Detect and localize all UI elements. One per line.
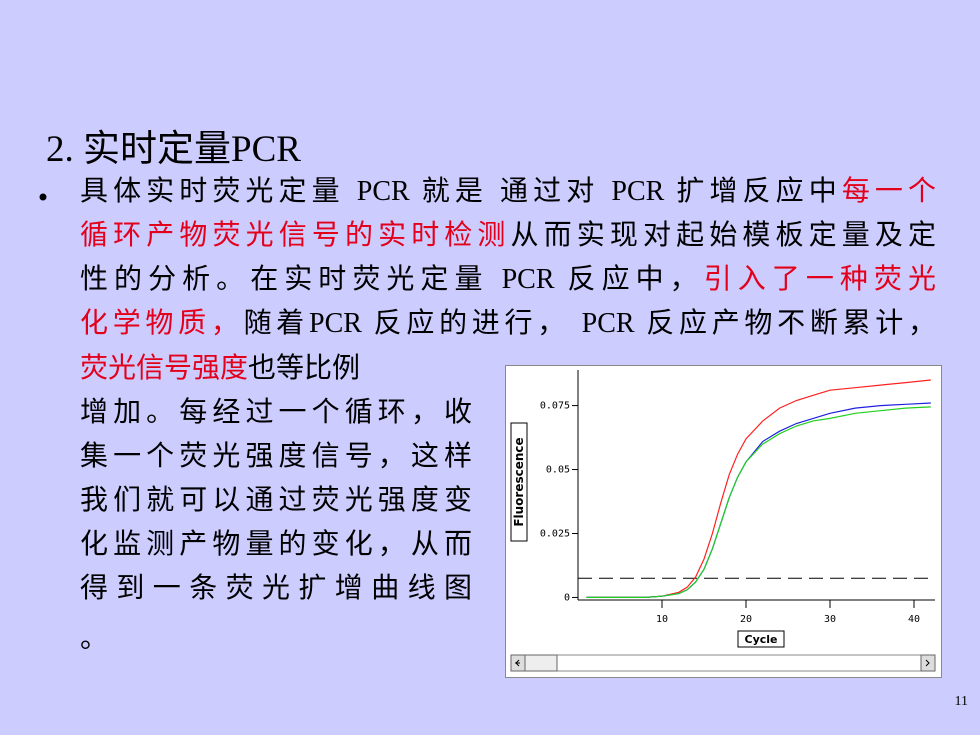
- text-line: 化监测产物量的变化，从而: [80, 528, 472, 562]
- text-line: 集一个荧光强度信号，这样: [80, 440, 472, 474]
- text-line: 我们就可以通过荧光强度变: [80, 484, 472, 518]
- text-line: 得到一条荧光扩增曲线图: [80, 572, 472, 606]
- x-label-box: [737, 630, 785, 648]
- y-tick-label: 0.05: [546, 465, 570, 476]
- text-run: 也等比例: [248, 353, 361, 384]
- text-run: 我们就可以通过荧光强度变: [80, 485, 472, 516]
- text-run: 具体实时荧光定量 PCR 就是 通过对 PCR 扩增反应中: [80, 176, 842, 207]
- series-line: [586, 402, 931, 598]
- text-line: 循环产物荧光信号的实时检测从而实现对起始模板定量及定: [80, 219, 936, 253]
- series-line: [586, 406, 931, 598]
- text-line: 性的分析。在实时荧光定量 PCR 反应中，引入了一种荧光: [80, 263, 936, 297]
- text-run: 从而实现对起始模板定量及定: [510, 220, 936, 251]
- text-line: 荧光信号强度也等比例: [80, 352, 360, 386]
- x-axis-label: Cycle: [745, 633, 778, 646]
- series-line: [586, 379, 931, 598]
- text-run: 随着PCR 反应的进行， PCR 反应产物不断累计，: [243, 308, 936, 339]
- chart: 0 0.025 0.05 0.075 10 20 30 40 Cycle Fluorescence: [505, 365, 942, 678]
- text-run: 增加。每经过一个循环，收: [80, 397, 472, 428]
- emphasis-text: 循环产物荧光信号的实时检测: [80, 220, 511, 251]
- y-axis-label: Fluorescence: [512, 437, 526, 526]
- arrow-left: [515, 659, 520, 667]
- text-run: 性的分析。在实时荧光定量 PCR 反应中，: [80, 264, 704, 295]
- emphasis-text: 化学物质，: [80, 308, 244, 339]
- x-tick-label: 10: [656, 614, 668, 625]
- arrow-right: [925, 659, 930, 667]
- y-tick-label: 0.075: [540, 401, 570, 412]
- emphasis-text: 引入了一种荧光: [703, 264, 936, 295]
- y-tick-label: 0: [564, 592, 570, 603]
- emphasis-text: 每一个: [841, 176, 936, 207]
- x-tick-label: 40: [908, 614, 920, 625]
- scroll-right: [920, 654, 936, 672]
- text-line: 增加。每经过一个循环，收: [80, 396, 472, 430]
- text-run: 得到一条荧光扩增曲线图: [80, 573, 472, 604]
- y-label-box: [510, 422, 528, 542]
- x-tick-label: 30: [824, 614, 836, 625]
- text-line: 。: [80, 622, 108, 656]
- bullet: [39, 193, 47, 201]
- scrollbar: [510, 654, 936, 672]
- x-tick-label: 20: [740, 614, 752, 625]
- text-line: 具体实时荧光定量 PCR 就是 通过对 PCR 扩增反应中每一个: [80, 175, 936, 209]
- scroll-thumb: [524, 654, 558, 672]
- text-run: 化监测产物量的变化，从而: [80, 529, 472, 560]
- text-line: 化学物质，随着PCR 反应的进行， PCR 反应产物不断累计，: [80, 307, 936, 341]
- emphasis-text: 荧光信号强度: [80, 353, 249, 384]
- page-number: 11: [954, 694, 968, 709]
- text-run: 。: [80, 623, 109, 654]
- y-tick-label: 0.025: [540, 528, 570, 539]
- slide-title: 2. 实时定量PCR: [46, 129, 301, 170]
- text-run: 集一个荧光强度信号，这样: [80, 441, 472, 472]
- chart-frame: [505, 365, 942, 678]
